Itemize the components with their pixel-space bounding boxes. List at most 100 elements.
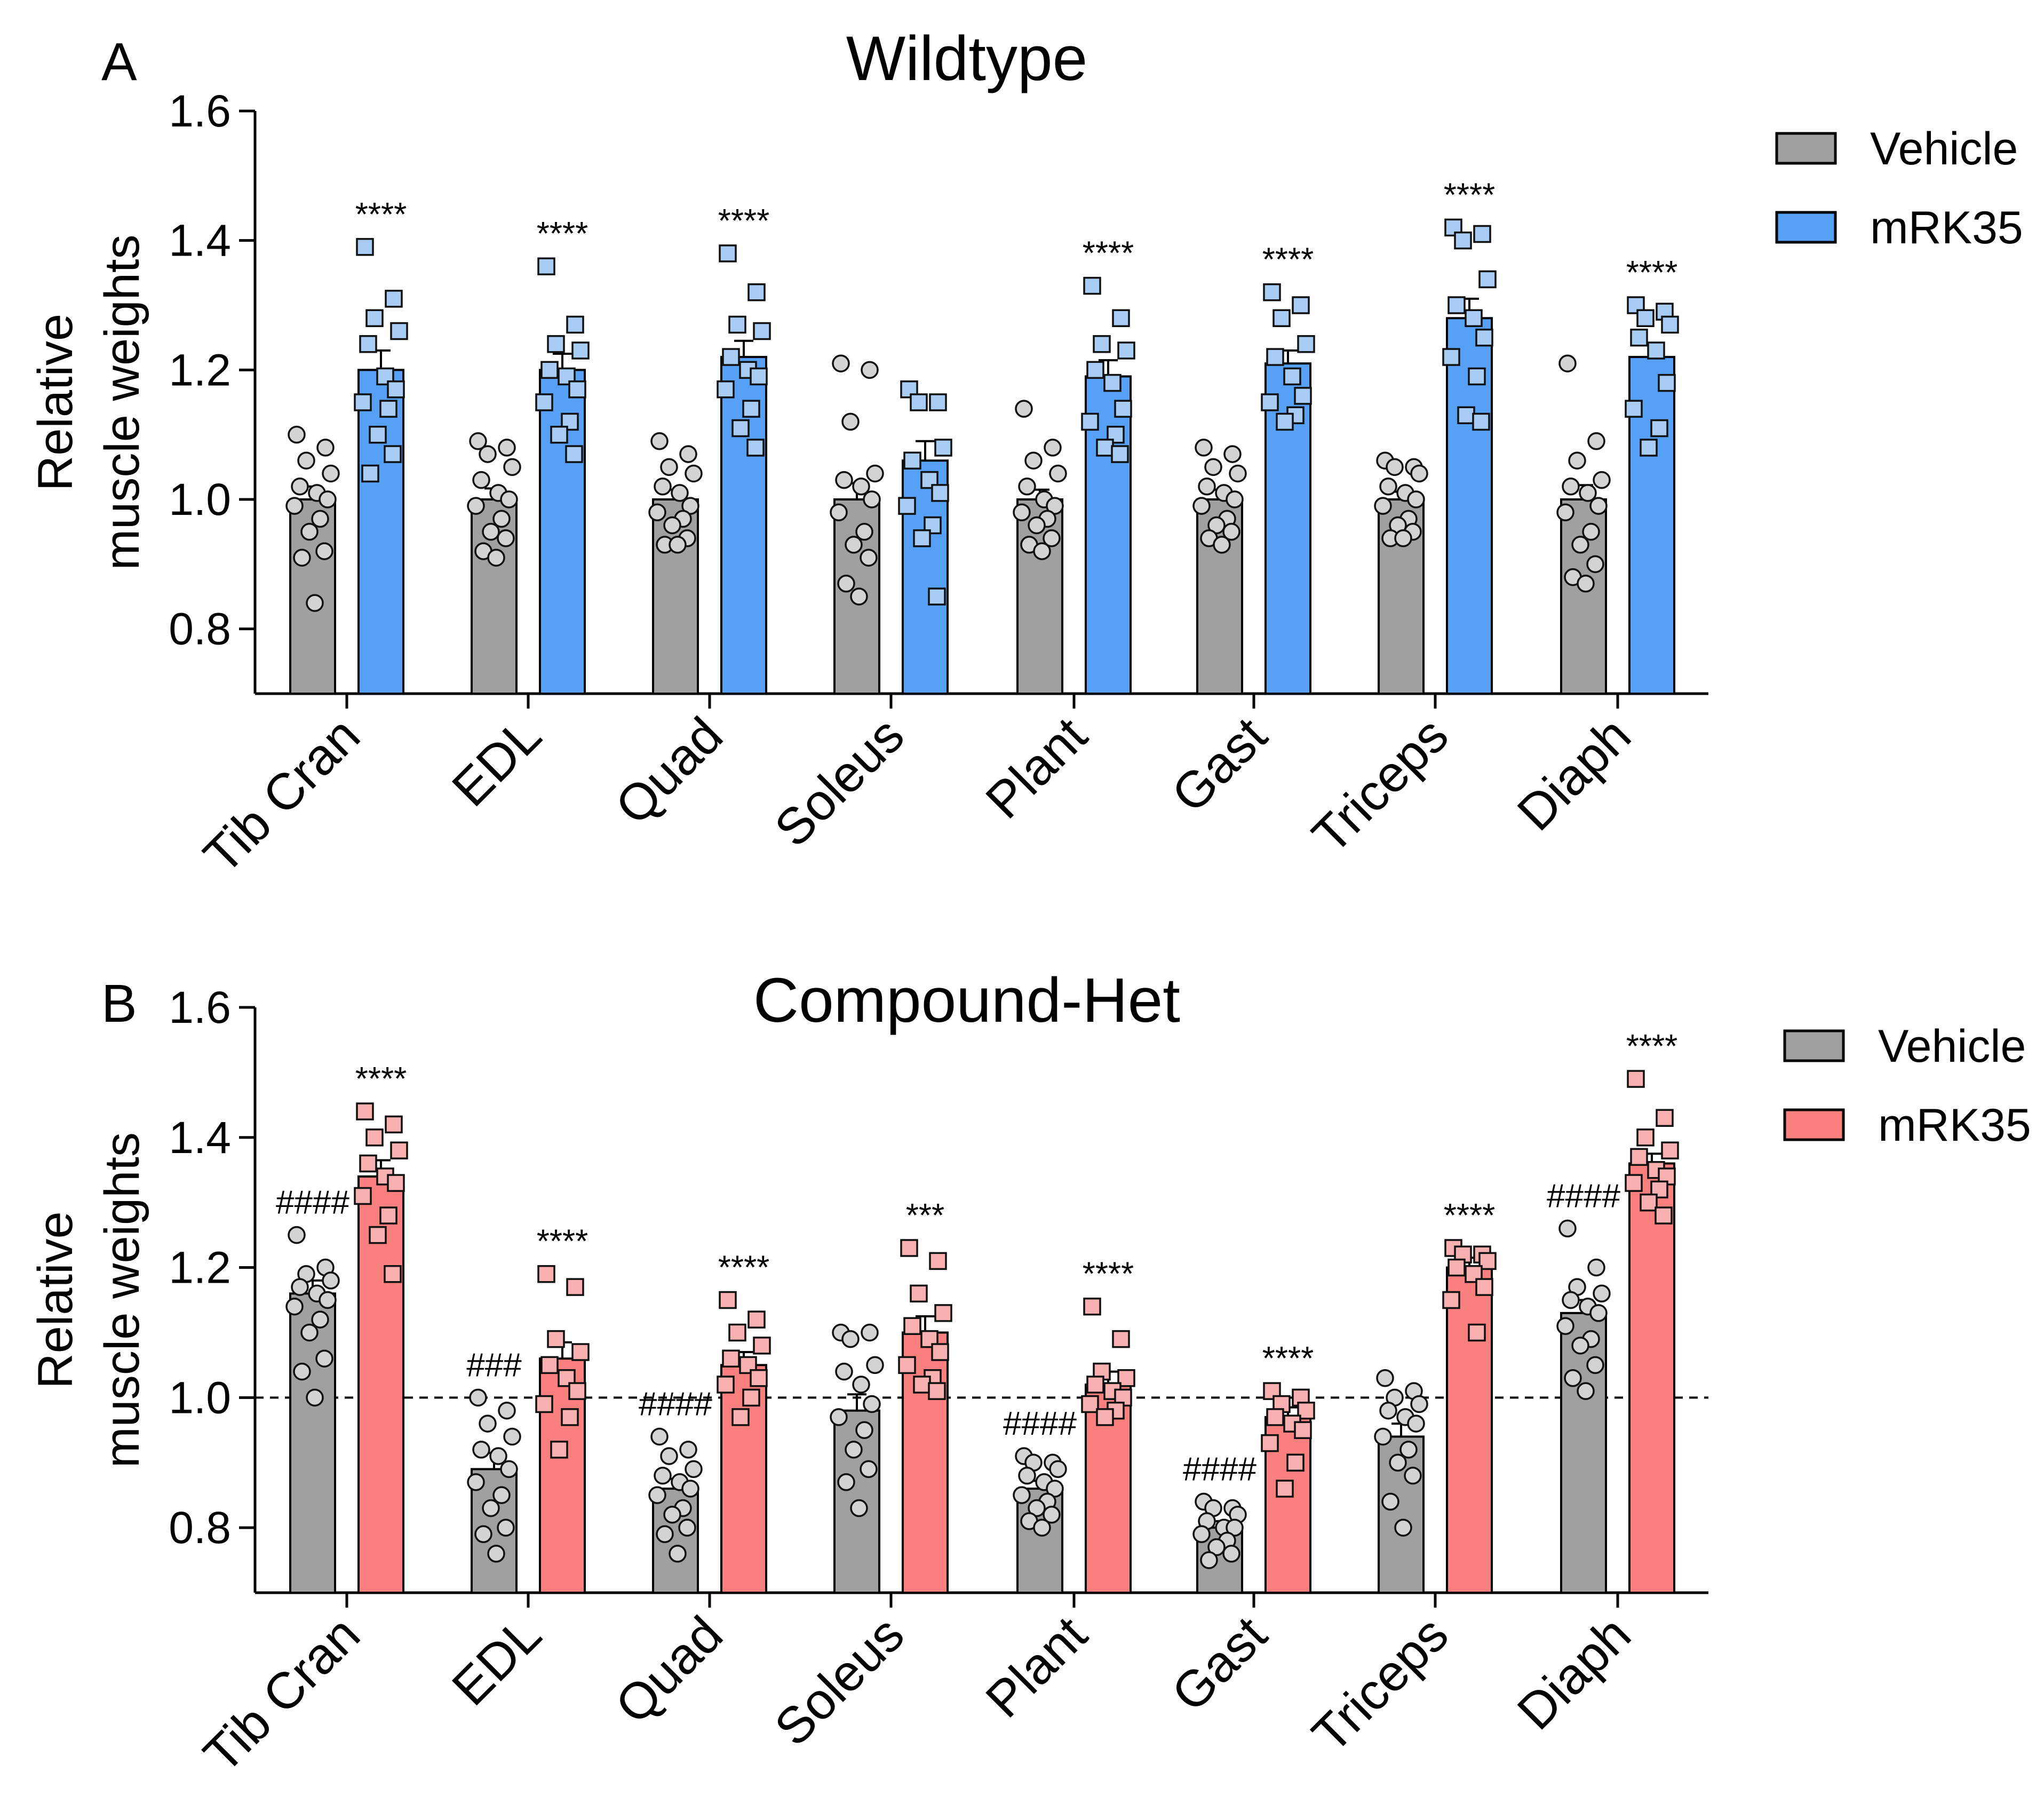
data-point xyxy=(1571,536,1589,554)
data-point xyxy=(467,497,485,515)
data-point xyxy=(1586,1356,1604,1374)
data-point xyxy=(385,290,403,308)
data-point xyxy=(722,1349,740,1368)
data-point xyxy=(1625,400,1643,418)
data-point xyxy=(1200,1551,1218,1569)
data-point xyxy=(1198,477,1216,496)
data-point xyxy=(1658,373,1676,392)
data-point xyxy=(1103,373,1122,392)
data-point xyxy=(1577,1382,1595,1400)
data-point xyxy=(654,477,672,496)
data-point xyxy=(1044,439,1062,457)
y-tick-label: 0.8 xyxy=(169,1503,231,1553)
data-point xyxy=(931,1343,949,1361)
data-point xyxy=(835,1362,853,1381)
data-point xyxy=(1379,1401,1397,1420)
data-point xyxy=(1229,464,1247,483)
x-tick-label: Triceps xyxy=(1301,706,1459,864)
data-point xyxy=(285,1297,304,1316)
data-point xyxy=(1207,516,1226,535)
data-point xyxy=(1579,484,1597,502)
data-point xyxy=(550,425,568,444)
data-point xyxy=(492,1486,511,1504)
x-tick-label: Plant xyxy=(975,706,1097,829)
data-point xyxy=(390,322,408,340)
data-point xyxy=(547,1330,565,1348)
data-point xyxy=(650,432,669,450)
data-point xyxy=(500,1460,518,1479)
data-point xyxy=(753,1337,771,1355)
data-point xyxy=(900,1239,918,1257)
data-point xyxy=(1562,1291,1580,1309)
data-point xyxy=(1226,490,1244,508)
data-point xyxy=(369,425,387,444)
data-point xyxy=(650,1427,669,1446)
significance-annotation: **** xyxy=(355,196,407,233)
data-point xyxy=(1636,309,1655,328)
data-point xyxy=(1640,1193,1658,1212)
significance-annotation: **** xyxy=(537,216,588,252)
data-point xyxy=(1049,464,1067,483)
data-point xyxy=(835,471,853,489)
panel-a: A Wildtype Relative muscle weights 0.8 1.0 1.2… xyxy=(28,23,2023,885)
significance-annotation: **** xyxy=(1262,242,1314,279)
data-point xyxy=(1468,1323,1486,1342)
significance-annotation: #### xyxy=(1547,1178,1620,1214)
data-point xyxy=(728,1323,746,1342)
data-point xyxy=(558,367,576,386)
x-tick-label: Soleus xyxy=(764,706,915,857)
data-point xyxy=(568,1382,586,1400)
x-tick-label: Gast xyxy=(1161,1606,1278,1722)
data-point xyxy=(361,464,379,483)
significance-annotation: **** xyxy=(1626,1028,1678,1065)
data-point xyxy=(1442,348,1460,366)
data-point xyxy=(311,1310,329,1329)
data-point xyxy=(1028,516,1046,535)
data-point xyxy=(837,574,855,593)
data-point xyxy=(550,1441,568,1459)
data-point xyxy=(1049,1460,1067,1479)
data-point xyxy=(1589,1304,1608,1322)
data-point xyxy=(311,510,329,528)
data-point xyxy=(1661,315,1679,334)
data-point xyxy=(747,1310,766,1329)
data-point xyxy=(750,1369,768,1387)
data-point xyxy=(753,322,771,340)
data-point xyxy=(469,1388,487,1407)
data-point xyxy=(903,451,921,470)
data-point xyxy=(841,1330,860,1348)
data-point xyxy=(910,393,928,411)
data-point xyxy=(1096,439,1114,457)
data-point xyxy=(571,1343,590,1361)
data-point xyxy=(479,1414,497,1433)
significance-annotation: **** xyxy=(1626,255,1678,291)
significance-annotation: **** xyxy=(718,1250,770,1286)
significance-annotation: **** xyxy=(718,203,770,240)
data-point xyxy=(1661,1141,1679,1159)
data-point xyxy=(365,309,384,328)
x-tick-label: EDL xyxy=(441,706,552,817)
significance-annotation: ### xyxy=(466,1347,522,1384)
data-point xyxy=(1586,555,1604,574)
data-point xyxy=(467,1473,485,1491)
data-point xyxy=(742,1388,760,1407)
data-point xyxy=(474,1525,492,1544)
panel-letter: B xyxy=(101,974,137,1034)
data-point xyxy=(717,380,735,399)
x-tick-label: Triceps xyxy=(1301,1606,1459,1763)
data-point xyxy=(354,393,372,411)
data-point xyxy=(293,1362,311,1381)
data-point xyxy=(379,1206,397,1225)
data-point xyxy=(852,1376,870,1394)
data-point xyxy=(492,510,511,528)
data-point xyxy=(1442,1291,1460,1309)
data-point xyxy=(669,1545,687,1563)
data-point xyxy=(1272,309,1291,328)
data-point xyxy=(1096,1408,1114,1426)
data-point xyxy=(1376,1369,1394,1387)
data-point xyxy=(537,1265,555,1283)
data-point xyxy=(306,594,324,612)
y-tick-label: 1.2 xyxy=(169,1243,231,1293)
data-point xyxy=(1086,1376,1104,1394)
data-point xyxy=(293,549,311,567)
